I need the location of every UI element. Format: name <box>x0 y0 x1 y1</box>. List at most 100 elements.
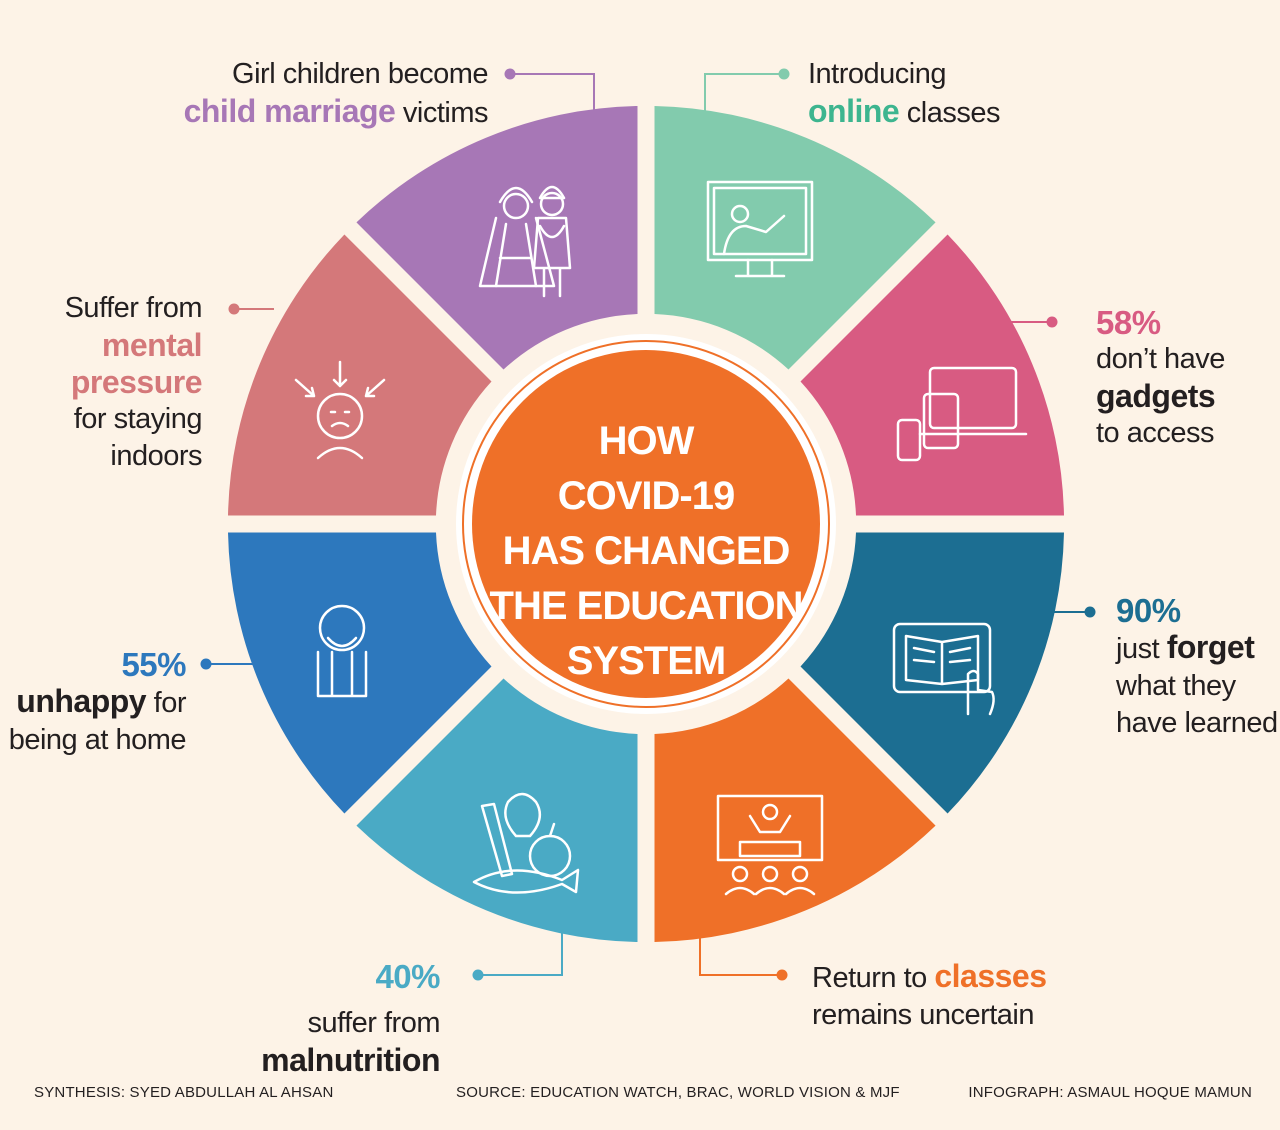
student-1-head <box>731 865 749 883</box>
malnutrition-prefix: suffer from <box>307 1007 440 1039</box>
unhappy-line2: being at home <box>8 724 187 756</box>
center-title-line-4: THE EDUCATION <box>490 584 803 628</box>
segment-mental-pressure <box>228 234 492 516</box>
bride-dress <box>494 222 538 288</box>
arrow-right <box>364 378 386 398</box>
gadgets-highlight: gadgets <box>1096 378 1216 414</box>
book-lines <box>912 646 972 664</box>
cabbage <box>504 792 542 838</box>
center-title-line-1: HOW <box>599 419 695 463</box>
stressed-head-icon <box>294 360 386 460</box>
malnutrition-highlight: malnutrition <box>261 1042 440 1078</box>
tablet-frame <box>892 622 992 694</box>
connector-child-marriage-line <box>510 73 595 124</box>
mental-line3: pressure <box>70 364 203 400</box>
label-online-classes: Introducing online classes <box>808 56 1000 132</box>
segment-unhappy <box>228 532 492 814</box>
tablet <box>922 392 960 450</box>
sad-person-icon <box>316 604 368 698</box>
online-rest: classes <box>899 97 1001 129</box>
forget-stat: 90% <box>1116 592 1181 629</box>
connector-mental-dot <box>228 303 240 315</box>
apple-stem <box>548 822 556 838</box>
arrow-top <box>332 360 348 388</box>
stressed-head <box>316 392 364 440</box>
online-line1: Introducing <box>808 58 946 90</box>
connector-classes-line <box>699 926 782 976</box>
connector-unhappy-dot <box>200 658 212 670</box>
label-mental-pressure: Suffer from mental pressure for staying … <box>65 290 203 475</box>
center-circle <box>472 350 820 698</box>
classes-prefix: Return to <box>812 962 935 994</box>
center-title-line-5: SYSTEM <box>567 639 725 683</box>
footer-source: SOURCE: EDUCATION WATCH, BRAC, WORLD VIS… <box>456 1084 900 1101</box>
label-gadgets: 58% don’t have gadgets to access <box>1096 304 1225 452</box>
board <box>716 794 824 862</box>
label-forget: 90% just forget what they have learned <box>1116 592 1278 742</box>
classes-highlight: classes <box>934 958 1047 994</box>
center-title-line-3: HAS CHANGED <box>503 529 790 573</box>
mental-line5: indoors <box>110 440 202 472</box>
label-child-marriage: Girl children become child marriage vict… <box>183 56 489 132</box>
person-head <box>318 604 366 652</box>
person-legs <box>316 650 368 698</box>
person-arms <box>326 636 358 648</box>
connector-malnutrition-line <box>478 926 563 976</box>
segment-online-classes <box>654 106 936 370</box>
segment-forget <box>800 532 1064 814</box>
connector-child-marriage-dot <box>504 68 516 80</box>
presenter-head <box>761 803 779 821</box>
forget-prefix: just <box>1116 633 1167 665</box>
laptop-screen <box>928 366 1018 430</box>
center-ring-line <box>462 340 830 708</box>
devices-icon <box>896 366 1028 462</box>
label-malnutrition: 40% suffer from malnutrition <box>130 958 440 1081</box>
connector-forget-dot <box>1084 606 1096 618</box>
student-3-head <box>791 865 809 883</box>
presenter-desk <box>738 814 802 858</box>
student-bodies <box>724 886 816 896</box>
forget-line3: have learned <box>1116 707 1278 739</box>
unhappy-highlight: unhappy <box>16 683 147 719</box>
teacher-head <box>730 204 750 224</box>
child-marriage-highlight: child marriage <box>183 93 396 129</box>
online-teacher-icon <box>706 180 814 278</box>
groom-head <box>539 191 565 217</box>
segment-classes-uncertain <box>654 678 936 942</box>
fish <box>472 868 580 894</box>
forget-line2: what they <box>1116 670 1236 702</box>
tablet-book-icon <box>892 622 995 716</box>
malnutrition-stat: 40% <box>375 958 440 995</box>
mental-line4: for staying <box>73 403 203 435</box>
connector-online-dot <box>778 68 790 80</box>
bride-groom-icon <box>478 185 572 298</box>
bride-head <box>502 192 530 220</box>
connector-malnutrition-dot <box>472 969 484 981</box>
arrow-left <box>294 378 316 398</box>
footer-synthesis: SYNTHESIS: SYED ABDULLAH AL AHSAN <box>34 1084 334 1101</box>
groom-turban <box>538 185 566 200</box>
center-title-line-2: COVID-19 <box>558 474 735 518</box>
unhappy-stat: 55% <box>121 646 186 683</box>
child-marriage-rest: victims <box>395 97 489 129</box>
gadgets-line3: to access <box>1096 417 1214 449</box>
classes-line2: remains uncertain <box>812 999 1034 1031</box>
forget-highlight: forget <box>1166 629 1255 665</box>
groom-body <box>532 216 572 298</box>
label-unhappy: 55% unhappy for being at home <box>8 646 187 759</box>
connector-classes-dot <box>776 969 788 981</box>
classroom-icon <box>716 794 824 896</box>
carrot <box>480 802 514 878</box>
screen-frame <box>706 180 814 262</box>
student-2-head <box>761 865 779 883</box>
screen-inner <box>712 186 808 256</box>
hand-pointer <box>966 669 995 716</box>
child-marriage-line1: Girl children become <box>232 58 488 90</box>
gadgets-stat: 58% <box>1096 304 1161 341</box>
screen-stand <box>734 258 786 278</box>
gadgets-line1: don’t have <box>1096 343 1225 375</box>
label-classes-uncertain: Return to classes remains uncertain <box>812 958 1047 1034</box>
mental-line2: mental <box>101 327 203 363</box>
